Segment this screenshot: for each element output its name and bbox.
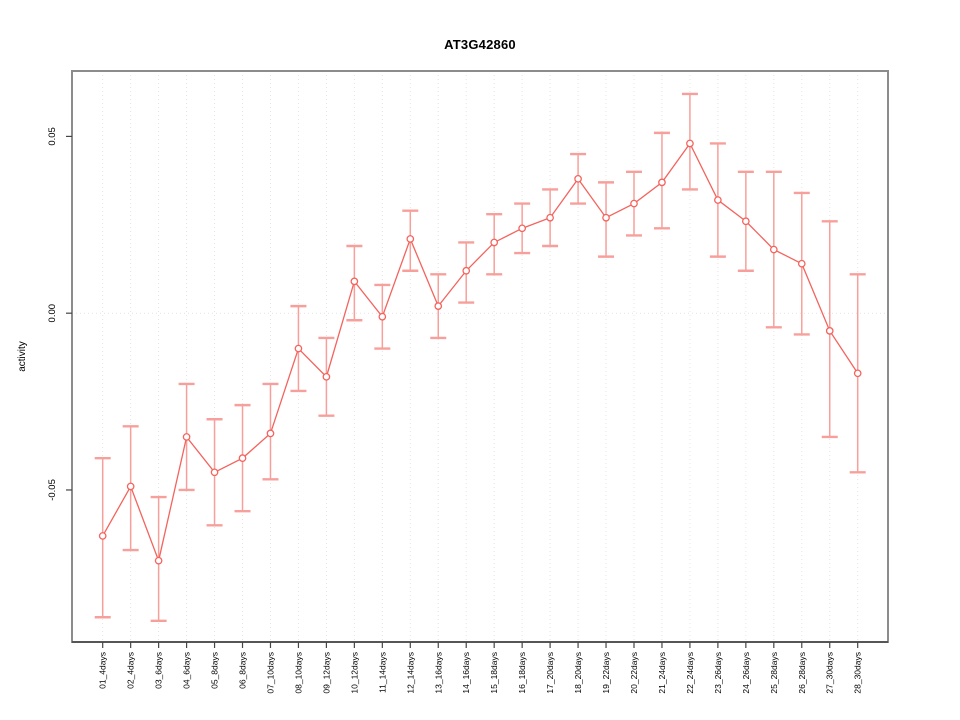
data-point-marker: [154, 556, 163, 565]
x-tick-label: 07_10days: [265, 652, 275, 694]
data-point-marker: [462, 266, 471, 275]
data-point-marker: [378, 312, 387, 321]
data-point-marker: [546, 213, 554, 222]
data-point-marker: [825, 327, 834, 335]
data-point-marker: [266, 429, 275, 438]
data-point-marker: [686, 139, 694, 148]
data-point-marker: [574, 174, 582, 183]
x-tick-label: 15_18days: [489, 652, 499, 694]
chart-title: AT3G42860: [444, 37, 516, 52]
data-points: [98, 139, 862, 565]
x-tick-label: 14_16days: [461, 652, 471, 694]
x-axis: 01_4days 02_4days 03_6days 04_6days 05_8days…: [98, 642, 863, 694]
x-tick-label: 28_30days: [853, 652, 863, 694]
y-axis-title: activity: [17, 341, 28, 372]
x-tick-label: 21_24days: [657, 652, 667, 694]
data-point-marker: [658, 178, 666, 187]
data-point-marker: [714, 196, 722, 204]
x-tick-label: 13_16days: [433, 652, 443, 694]
series-line: [102, 142, 859, 563]
x-tick-label: 19_22days: [601, 652, 611, 694]
data-point-marker: [294, 344, 303, 353]
gridlines: [72, 71, 888, 642]
data-point-marker: [434, 302, 443, 310]
x-tick-label: 08_10days: [293, 652, 303, 694]
x-tick-label: 22_24days: [685, 652, 695, 694]
x-tick-label: 20_22days: [629, 652, 639, 694]
x-tick-label: 06_8days: [238, 652, 248, 689]
data-point-marker: [210, 468, 219, 477]
x-tick-label: 01_4days: [98, 652, 108, 689]
x-tick-label: 11_14days: [377, 652, 387, 693]
data-point-marker: [518, 224, 526, 233]
y-tick-label: 0.05: [47, 127, 58, 146]
data-point-marker: [238, 454, 247, 462]
x-tick-label: 18_20days: [573, 652, 583, 694]
data-point-marker: [126, 482, 135, 491]
x-tick-label: 16_18days: [517, 652, 527, 694]
data-point-marker: [853, 369, 862, 378]
y-axis: -0.05 0.00 0.05: [47, 127, 72, 501]
y-tick-label: -0.05: [47, 479, 58, 501]
x-tick-label: 05_8days: [210, 652, 220, 689]
data-point-marker: [406, 235, 415, 243]
data-point-marker: [98, 532, 107, 540]
data-point-marker: [741, 217, 750, 226]
data-point-marker: [797, 259, 806, 268]
x-tick-label: 25_28days: [769, 652, 779, 694]
x-tick-label: 12_14days: [405, 652, 415, 694]
y-tick-label: 0.00: [47, 304, 58, 323]
data-point-marker: [630, 199, 638, 208]
x-tick-label: 02_4days: [126, 652, 136, 689]
plot-box: [71, 70, 889, 643]
data-point-marker: [182, 433, 191, 441]
data-point-marker: [769, 245, 778, 254]
x-tick-label: 04_6days: [182, 652, 192, 689]
x-tick-label: 03_6days: [154, 652, 164, 689]
x-tick-label: 23_26days: [713, 652, 723, 694]
error-bars: [94, 92, 866, 622]
x-tick-label: 09_12days: [321, 652, 331, 694]
data-point-marker: [322, 372, 331, 381]
data-point-marker: [350, 277, 359, 286]
x-tick-label: 10_12days: [349, 652, 359, 694]
x-tick-label: 27_30days: [825, 652, 835, 694]
x-tick-label: 24_26days: [741, 652, 751, 694]
x-tick-label: 17_20days: [545, 652, 555, 694]
data-point-marker: [602, 213, 610, 222]
x-tick-label: 26_28days: [797, 652, 807, 694]
data-point-marker: [490, 238, 499, 247]
